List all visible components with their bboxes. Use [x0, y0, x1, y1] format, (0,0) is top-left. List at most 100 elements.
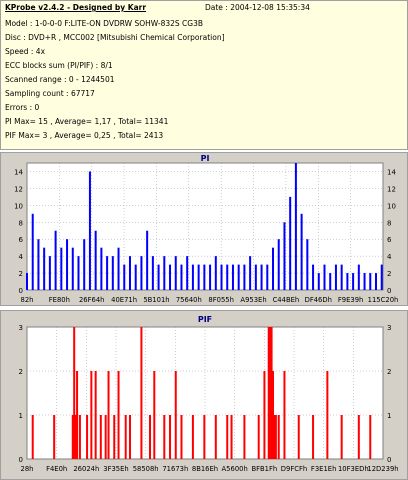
disc-line: Disc : DVD+R , MCC002 [Mitsubishi Chemic…	[5, 33, 225, 42]
y-tick-label-left: 2	[19, 368, 23, 376]
x-tick-label: 3F35Eh	[103, 465, 129, 473]
data-bar	[230, 415, 233, 459]
data-bar	[214, 415, 217, 459]
data-bar	[272, 371, 275, 459]
ecc-line: ECC blocks sum (PI/PIF) : 8/1	[5, 61, 113, 70]
data-bar	[86, 415, 89, 459]
data-bar	[369, 273, 372, 290]
data-bar	[186, 256, 189, 290]
data-bar	[272, 247, 275, 290]
pif-chart-panel: PIF 0 0 1 1 2 2 3 3 28h F4E0h 26024h 3F35Eh 58508h 716…	[0, 310, 408, 480]
y-tick-label-left: 1	[19, 412, 23, 420]
data-bar	[48, 256, 51, 290]
data-bar	[273, 415, 276, 459]
data-bar	[174, 371, 177, 459]
data-bar	[340, 264, 343, 290]
x-tick-label: F4E0h	[46, 465, 67, 473]
data-bar	[326, 371, 329, 459]
disc-info-panel: KProbe v2.4.2 - Designed by Karr Date : …	[0, 0, 408, 150]
x-tick-label: D9FCFh	[281, 465, 307, 473]
y-tick-label-right: 4	[387, 253, 392, 261]
data-bar	[71, 247, 74, 290]
data-bar	[329, 273, 332, 290]
data-bar	[220, 264, 223, 290]
y-tick-label-left: 2	[19, 270, 23, 278]
x-tick-label: 5B101h	[143, 296, 169, 304]
y-tick-label-left: 4	[19, 253, 24, 261]
y-tick-label-right: 6	[387, 236, 392, 244]
y-tick-label-right: 1	[387, 412, 391, 420]
data-bar	[128, 415, 131, 459]
data-bar	[346, 273, 349, 290]
data-bar	[94, 371, 97, 459]
data-bar	[277, 415, 280, 459]
pif-chart: PIF 0 0 1 1 2 2 3 3 28h F4E0h 26024h 3F35Eh 58508h 716…	[19, 315, 399, 473]
data-bar	[323, 264, 326, 290]
x-tick-label: 71673h	[162, 465, 188, 473]
x-tick-label: 58508h	[133, 465, 159, 473]
y-tick-label-left: 0	[19, 287, 23, 295]
data-bar	[197, 264, 200, 290]
y-tick-label-right: 0	[387, 287, 391, 295]
data-bar	[277, 239, 280, 290]
data-bar	[191, 264, 194, 290]
x-tick-label: C44BEh	[273, 296, 300, 304]
data-bar	[257, 415, 260, 459]
x-tick-label: 12D239h	[367, 465, 398, 473]
data-bar	[334, 264, 337, 290]
pi-chart-panel: PI 0 0 2 2 4 4 6 6 8 8 10 10 12 12 14 14 82h FE80h 26F64h 40…	[0, 152, 408, 306]
y-tick-label-left: 14	[14, 168, 23, 176]
data-bar	[294, 163, 297, 290]
data-bar	[267, 327, 270, 459]
data-bar	[124, 415, 127, 459]
data-bar	[31, 415, 34, 459]
data-bar	[214, 256, 217, 290]
errors-line: Errors : 0	[5, 103, 40, 112]
data-bar	[151, 256, 154, 290]
data-bar	[104, 415, 107, 459]
data-bar	[128, 256, 131, 290]
y-tick-label-left: 10	[14, 202, 23, 210]
data-bar	[274, 415, 277, 459]
data-bar	[254, 264, 257, 290]
scan-date: Date : 2004-12-08 15:35:34	[205, 3, 310, 12]
data-bar	[243, 264, 246, 290]
range-line: Scanned range : 0 - 1244501	[5, 75, 115, 84]
y-tick-label-right: 14	[387, 168, 396, 176]
data-bar	[352, 273, 355, 290]
data-bar	[71, 415, 74, 459]
sampling-line: Sampling count : 67717	[5, 89, 95, 98]
x-tick-label: A5600h	[222, 465, 248, 473]
data-bar	[163, 415, 166, 459]
y-tick-label-right: 3	[387, 324, 391, 332]
data-bar	[174, 256, 177, 290]
data-bar	[374, 273, 377, 290]
data-bar	[74, 415, 77, 459]
data-bar	[237, 264, 240, 290]
data-bar	[53, 415, 56, 459]
data-bar	[26, 273, 28, 290]
data-bar	[100, 247, 103, 290]
x-tick-label: 82h	[21, 296, 34, 304]
x-tick-label: FE80h	[49, 296, 70, 304]
data-bar	[357, 264, 360, 290]
x-tick-label: 115C20h	[368, 296, 399, 304]
data-bar	[369, 415, 372, 459]
data-bar	[231, 264, 234, 290]
data-bar	[37, 239, 40, 290]
data-bar	[169, 415, 172, 459]
x-tick-label: BFB1Fh	[251, 465, 277, 473]
data-bar	[60, 247, 63, 290]
data-bar	[289, 196, 292, 290]
data-bar	[157, 264, 160, 290]
data-bar	[249, 256, 252, 290]
data-bar	[283, 371, 286, 459]
data-bar	[180, 415, 183, 459]
y-tick-label-right: 0	[387, 456, 391, 464]
data-bar	[123, 264, 126, 290]
data-bar	[31, 213, 34, 290]
data-bar	[260, 264, 263, 290]
x-tick-label: DF46Dh	[305, 296, 332, 304]
pif-summary-line: PIF Max= 3 , Average= 0,25 , Total= 2413	[5, 131, 164, 140]
x-tick-label: 8B16Eh	[192, 465, 218, 473]
